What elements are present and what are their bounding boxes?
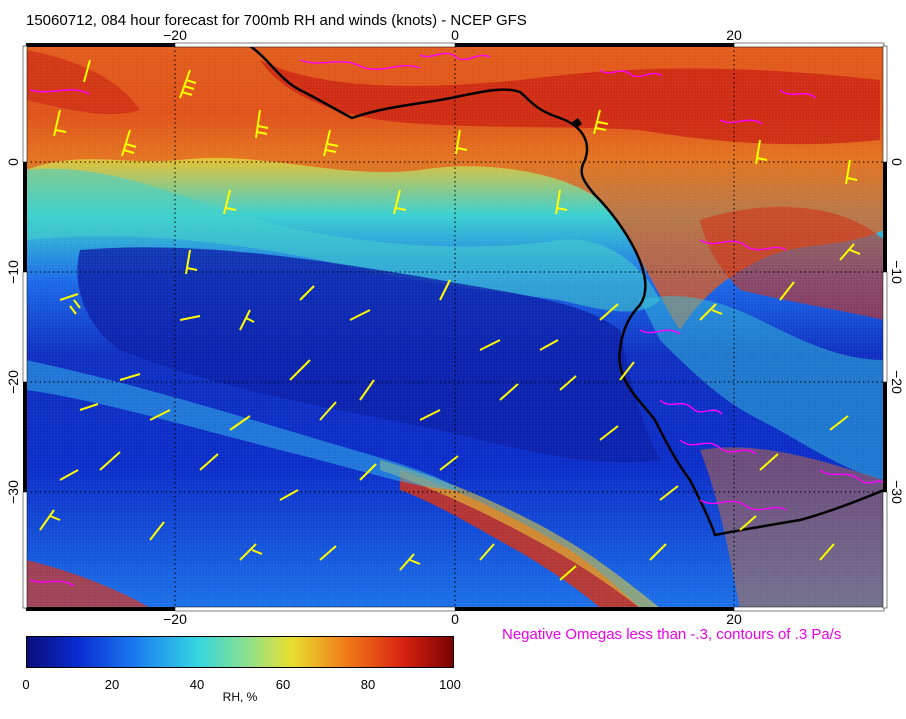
colorbar-tick: 60 <box>275 677 291 692</box>
colorbar-tick: 20 <box>104 677 120 692</box>
lon-tick-top: 0 <box>451 27 459 43</box>
colorbar-tick: 40 <box>189 677 205 692</box>
colorbar-tick: 100 <box>439 677 461 692</box>
lat-tick-left: −20 <box>5 370 21 394</box>
lat-tick-right: −30 <box>889 480 905 504</box>
lat-tick-right: −10 <box>889 260 905 284</box>
lat-tick-left: −10 <box>5 260 21 284</box>
lat-tick-left: 0 <box>5 158 21 166</box>
frame-bars <box>22 42 888 612</box>
omega-contours <box>29 52 884 587</box>
lon-tick-bottom: −20 <box>163 611 187 627</box>
coastline <box>249 46 884 537</box>
lon-tick-top: −20 <box>163 27 187 43</box>
lon-tick-top: 20 <box>726 27 742 43</box>
omega-note: Negative Omegas less than -.3, contours … <box>502 626 842 643</box>
lat-tick-left: −30 <box>5 480 21 504</box>
rh-field <box>26 46 884 608</box>
graticule <box>26 46 884 608</box>
colorbar-label: RH, % <box>222 690 258 704</box>
lon-tick-bottom: 0 <box>451 611 459 627</box>
lat-tick-right: 0 <box>889 158 905 166</box>
lon-tick-bottom: 20 <box>726 611 742 627</box>
rh-colorbar <box>26 636 454 668</box>
colorbar-tick: 0 <box>22 677 30 692</box>
colorbar-tick: 80 <box>360 677 376 692</box>
wind-barbs <box>39 59 861 581</box>
map-title: 15060712, 084 hour forecast for 700mb RH… <box>26 12 527 29</box>
lat-tick-right: −20 <box>889 370 905 394</box>
